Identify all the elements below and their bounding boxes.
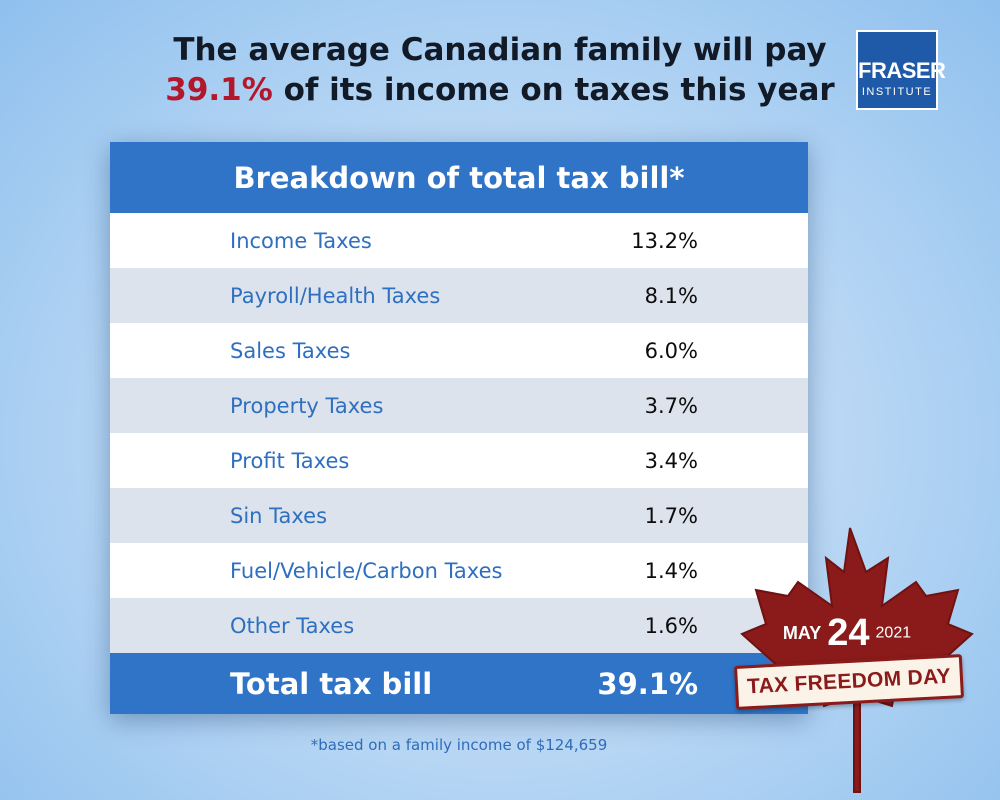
row-value: 1.7% <box>644 503 698 528</box>
row-value: 1.6% <box>644 613 698 638</box>
row-label: Sales Taxes <box>230 338 351 363</box>
table-row: Income Taxes 13.2% <box>110 213 808 268</box>
table-row: Sin Taxes 1.7% <box>110 488 808 543</box>
tax-freedom-date: MAY 24 2021 <box>772 612 922 655</box>
table-row: Fuel/Vehicle/Carbon Taxes 1.4% <box>110 543 808 598</box>
table-row: Sales Taxes 6.0% <box>110 323 808 378</box>
badge-year: 2021 <box>875 624 912 642</box>
row-label: Other Taxes <box>230 613 355 638</box>
headline-line-1: The average Canadian family will pay <box>173 32 827 68</box>
table-row: Property Taxes 3.7% <box>110 378 808 433</box>
table-title: Breakdown of total tax bill* <box>110 142 808 213</box>
headline-line-2: 39.1% of its income on taxes this year <box>0 70 1000 110</box>
total-value: 39.1% <box>597 666 698 701</box>
total-label: Total tax bill <box>230 666 433 701</box>
table-row: Other Taxes 1.6% <box>110 598 808 653</box>
row-value: 6.0% <box>644 338 698 363</box>
row-label: Fuel/Vehicle/Carbon Taxes <box>230 558 503 583</box>
row-value: 3.7% <box>644 393 698 418</box>
fraser-institute-logo: FRASER INSTITUTE <box>856 30 946 110</box>
footnote: *based on a family income of $124,659 <box>310 736 608 754</box>
tax-breakdown-table: Breakdown of total tax bill* Income Taxe… <box>110 142 808 714</box>
table-row: Profit Taxes 3.4% <box>110 433 808 488</box>
row-label: Payroll/Health Taxes <box>230 283 441 308</box>
headline-line-2-rest: of its income on taxes this year <box>272 72 835 108</box>
logo-line-1: FRASER <box>858 58 946 83</box>
row-value: 3.4% <box>644 448 698 473</box>
table-row: Payroll/Health Taxes 8.1% <box>110 268 808 323</box>
badge-day: 24 <box>827 612 870 654</box>
badge-month: MAY <box>782 623 822 643</box>
row-label: Property Taxes <box>230 393 384 418</box>
row-label: Sin Taxes <box>230 503 328 528</box>
row-label: Profit Taxes <box>230 448 350 473</box>
row-value: 8.1% <box>644 283 698 308</box>
headline: The average Canadian family will pay 39.… <box>0 30 1000 110</box>
table-rows: Income Taxes 13.2% Payroll/Health Taxes 8.1… <box>110 213 808 653</box>
headline-highlight: 39.1% <box>165 72 273 108</box>
logo-line-2: INSTITUTE <box>861 86 933 98</box>
row-value: 1.4% <box>644 558 698 583</box>
row-value: 13.2% <box>631 228 698 253</box>
row-label: Income Taxes <box>230 228 372 253</box>
total-row: Total tax bill 39.1% <box>110 653 808 714</box>
